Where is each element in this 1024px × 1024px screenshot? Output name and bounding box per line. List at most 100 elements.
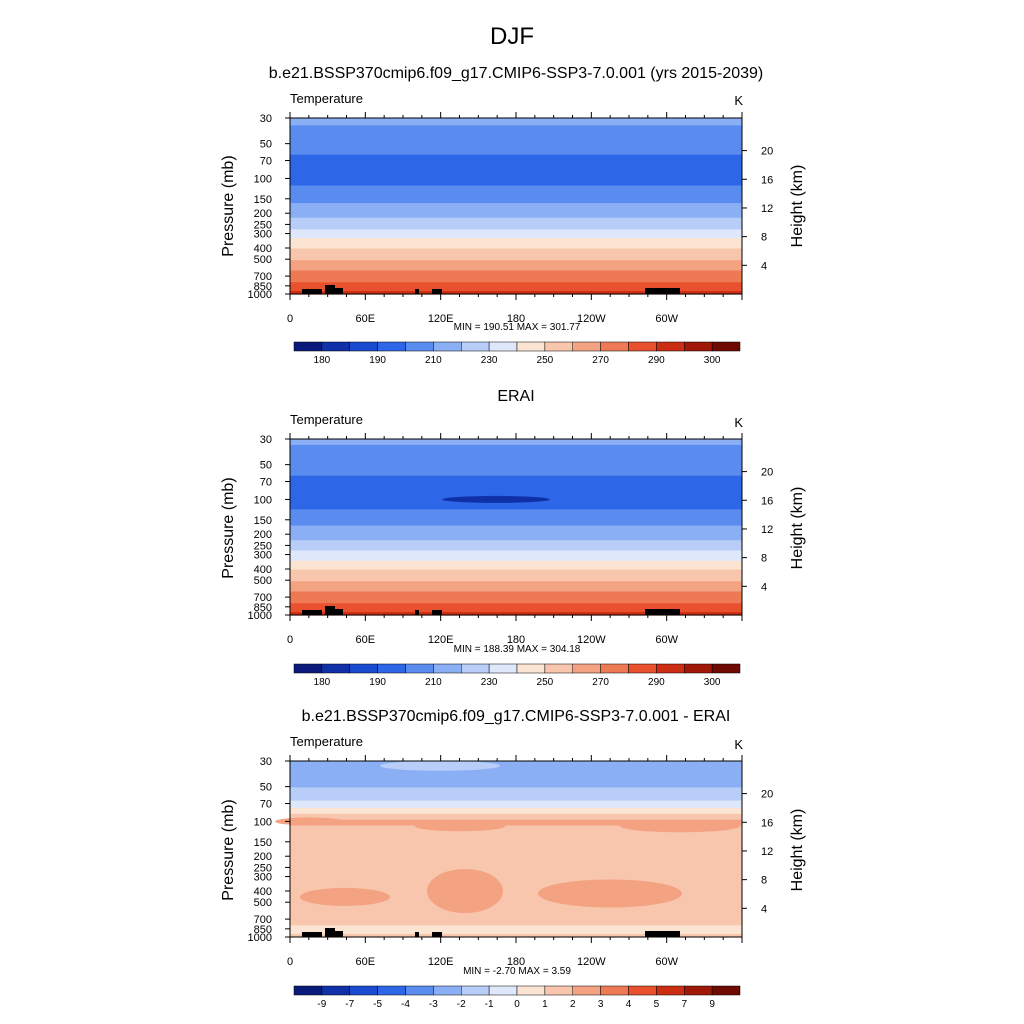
y-tick-label: 400 (254, 886, 272, 898)
colorbar-label: -4 (401, 999, 410, 1010)
contour-band (290, 203, 742, 219)
y-tick-label: 250 (254, 862, 272, 874)
panel-difference: b.e21.BSSP370cmip6.f09_g17.CMIP6-SSP3-7.… (220, 708, 806, 1010)
contour-band (290, 800, 742, 809)
y-axis-label: Pressure (mb) (220, 799, 237, 900)
contour-field (290, 118, 742, 295)
y-tick-right-label: 12 (761, 846, 773, 858)
terrain-mask (325, 606, 335, 615)
contour-band (290, 118, 742, 126)
colorbar-label: 250 (537, 677, 554, 688)
terrain-mask (645, 288, 680, 294)
colorbar-label: 1 (542, 999, 548, 1010)
colorbar-label: 190 (369, 677, 386, 688)
variable-label: Temperature (290, 91, 363, 106)
contour-band (290, 825, 742, 926)
colorbar-box (377, 985, 406, 996)
colorbar-box (349, 663, 378, 674)
colorbar: 180 190 210 230 250 270 290 300 (293, 663, 741, 688)
colorbar-label: 270 (592, 677, 609, 688)
y-tick-label: 150 (254, 515, 272, 527)
colorbar: -9 -7 -5 -4 -3 -2 -1 0 1 2 3 4 5 7 9 (293, 985, 741, 1010)
y-tick-label: 70 (260, 156, 272, 168)
colorbar-box (461, 341, 490, 352)
anomaly-contour (538, 879, 682, 908)
colorbar-box (433, 663, 462, 674)
colorbar-label: 290 (648, 677, 665, 688)
y-tick-right-label: 20 (761, 146, 773, 158)
colorbar-label: 3 (598, 999, 604, 1010)
y-tick-right-label: 8 (761, 232, 767, 244)
colorbar-box (293, 663, 323, 674)
y-tick-label: 70 (260, 799, 272, 811)
colorbar-box (711, 985, 741, 996)
contour-band (290, 813, 742, 821)
colorbar-label: -5 (373, 999, 382, 1010)
terrain-mask (645, 931, 680, 937)
anomaly-contour (275, 817, 345, 826)
contour-band (290, 787, 742, 802)
y-tick-label: 400 (254, 564, 272, 576)
y-tick-right-label: 12 (761, 203, 773, 215)
colorbar-label: -2 (457, 999, 466, 1010)
terrain-mask (432, 610, 442, 615)
colorbar-box (572, 663, 601, 674)
colorbar-label: 300 (704, 677, 721, 688)
terrain-mask (325, 928, 335, 937)
colorbar-label: 0 (514, 999, 520, 1010)
terrain-mask (302, 610, 322, 615)
x-tick-label: 180 (507, 313, 525, 325)
colorbar: 180 190 210 230 250 270 290 300 (293, 341, 741, 366)
contour-band (290, 475, 742, 510)
variable-label: Temperature (290, 734, 363, 749)
colorbar-label: 190 (369, 355, 386, 366)
colorbar-box (656, 341, 685, 352)
colorbar-box (405, 341, 434, 352)
panel-model: b.e21.BSSP370cmip6.f09_g17.CMIP6-SSP3-7.… (220, 65, 806, 366)
colorbar-box (461, 985, 490, 996)
contour-band (290, 125, 742, 156)
y-tick-right-label: 4 (761, 581, 767, 593)
y-axis-right-label: Height (km) (789, 487, 806, 570)
y-tick-label: 1000 (248, 289, 272, 301)
terrain-mask (432, 932, 442, 937)
y-axis-right-label: Height (km) (789, 809, 806, 892)
y-tick-label: 700 (254, 592, 272, 604)
colorbar-box (377, 663, 406, 674)
colorbar-label: 5 (654, 999, 660, 1010)
colorbar-label: 230 (481, 677, 498, 688)
y-tick-right-label: 16 (761, 495, 773, 507)
x-tick-label: 0 (287, 956, 293, 968)
colorbar-box (516, 341, 546, 352)
y-tick-label: 1000 (248, 610, 272, 622)
y-tick-label: 500 (254, 897, 272, 909)
colorbar-box (711, 663, 741, 674)
y-tick-label: 300 (254, 229, 272, 241)
contour-band (290, 248, 742, 261)
y-tick-right-label: 12 (761, 524, 773, 536)
colorbar-box (488, 985, 518, 996)
y-tick-right-label: 8 (761, 553, 767, 565)
y-tick-label: 300 (254, 550, 272, 562)
anomaly-contour (427, 869, 503, 914)
colorbar-box (628, 341, 657, 352)
colorbar-box (572, 341, 601, 352)
colorbar-box (684, 663, 713, 674)
terrain-mask (302, 932, 322, 937)
y-tick-right-label: 16 (761, 817, 773, 829)
colorbar-box (321, 341, 350, 352)
x-tick-label: 0 (287, 313, 293, 325)
y-tick-label: 70 (260, 477, 272, 489)
panel-title: b.e21.BSSP370cmip6.f09_g17.CMIP6-SSP3-7.… (269, 65, 764, 82)
terrain-mask (415, 289, 419, 294)
colorbar-box (600, 985, 629, 996)
x-tick-label: 60W (655, 634, 678, 646)
stats-label: MIN = 188.39 MAX = 304.18 (454, 644, 581, 655)
contour-band (290, 761, 742, 788)
colorbar-box (544, 663, 573, 674)
contour-band (290, 444, 742, 477)
y-tick-label: 50 (260, 139, 272, 151)
y-tick-label: 700 (254, 271, 272, 283)
contour-band (290, 229, 742, 239)
